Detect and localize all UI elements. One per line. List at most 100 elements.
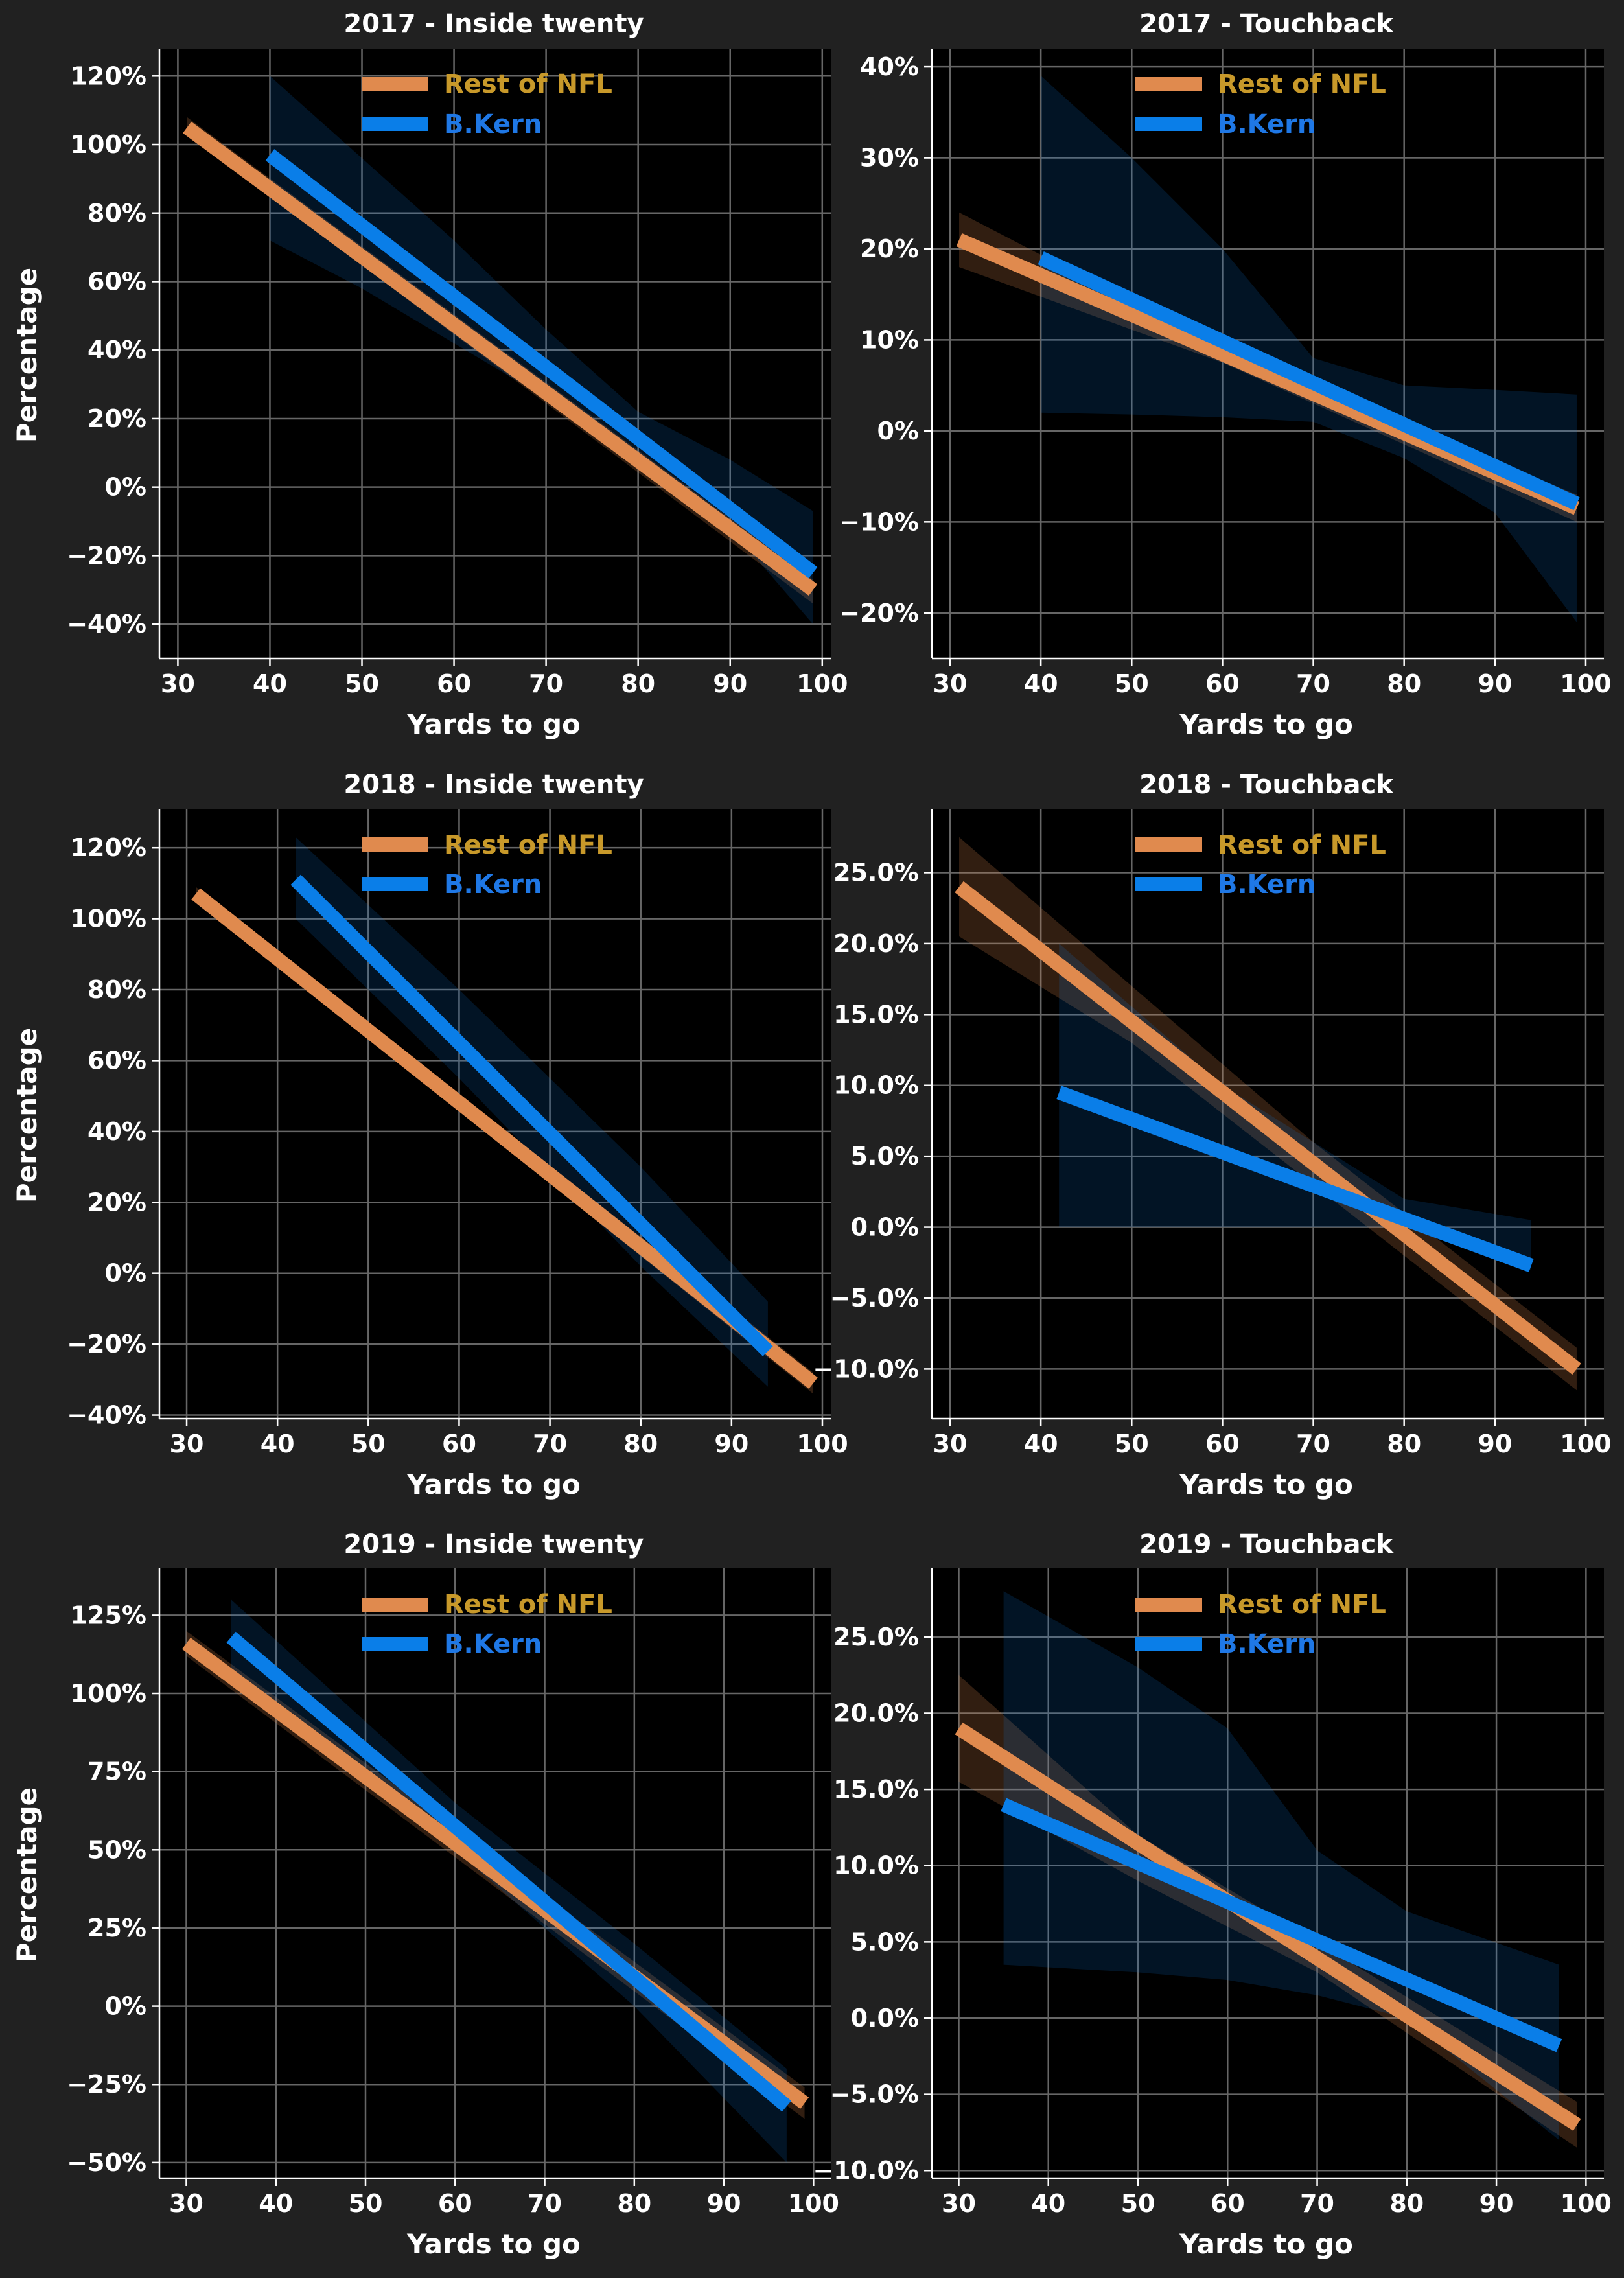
- plot-area: 30 40 50 60 70 80 90 100 −40% −20% 0% 20% 40% 60% 80% 1…: [67, 49, 848, 698]
- legend-swatch-rest-of-nfl: [362, 77, 428, 91]
- y-tick-label: 25%: [87, 1914, 146, 1942]
- x-axis-label: Yards to go: [1179, 2228, 1353, 2260]
- legend-label-rest-of-nfl: Rest of NFL: [444, 1590, 612, 1620]
- plot-background: [932, 809, 1604, 1419]
- x-tick-label: 40: [1031, 2189, 1065, 2218]
- legend-swatch-b-kern: [1135, 117, 1202, 131]
- y-tick-label: −25%: [67, 2070, 146, 2098]
- x-tick-label: 30: [169, 2189, 203, 2218]
- y-tick-label: 10.0%: [833, 1071, 919, 1100]
- legend-label-b-kern: B.Kern: [1218, 870, 1316, 900]
- y-axis-label: Percentage: [11, 268, 43, 443]
- regression-line-b-kern: [226, 1631, 791, 2112]
- x-tick-label: 70: [1300, 2189, 1334, 2218]
- x-tick-label: 90: [707, 2189, 741, 2218]
- y-tick-label: 60%: [87, 1046, 146, 1075]
- legend-label-b-kern: B.Kern: [1218, 1629, 1316, 1659]
- x-tick-label: 100: [796, 1430, 848, 1458]
- regression-line-rest-of-nfl: [183, 121, 818, 596]
- y-tick-label: 75%: [87, 1758, 146, 1786]
- x-tick-label: 70: [533, 1430, 567, 1458]
- confidence-band-b-kern: [1059, 943, 1531, 1270]
- legend: Rest of NFL B.Kern: [1135, 69, 1386, 139]
- y-tick-label: 20.0%: [833, 1699, 919, 1727]
- y-tick-label: −40%: [67, 610, 146, 638]
- legend-swatch-rest-of-nfl: [362, 1598, 428, 1612]
- x-tick-label: 80: [1387, 1430, 1421, 1458]
- panel-2018-touchback: 30 40 50 60 70 80 90 100 −10.0% −5.0% 0.0% 5.0% 10.0…: [813, 770, 1611, 1500]
- regression-line-b-kern: [1001, 1798, 1562, 2052]
- legend: Rest of NFL B.Kern: [1135, 830, 1386, 900]
- y-tick-label: −20%: [839, 599, 919, 627]
- x-tick-label: 30: [933, 1430, 968, 1458]
- y-tick-label: 100%: [71, 905, 146, 933]
- x-axis-label: Yards to go: [1179, 1469, 1353, 1500]
- x-tick-label: 90: [1479, 2189, 1514, 2218]
- legend-label-rest-of-nfl: Rest of NFL: [1218, 1590, 1386, 1620]
- x-tick-label: 90: [1478, 669, 1512, 698]
- x-tick-label: 80: [1389, 2189, 1424, 2218]
- x-tick-label: 40: [261, 1430, 295, 1458]
- legend-label-b-kern: B.Kern: [444, 870, 542, 900]
- panel-2017-inside-twenty: 30 40 50 60 70 80 90 100 −40% −20% 0% 20% 40% 60% 80% 1…: [11, 9, 848, 740]
- regression-line-b-kern: [1056, 1086, 1534, 1272]
- legend-swatch-rest-of-nfl: [1135, 1598, 1202, 1612]
- x-tick-label: 80: [1387, 669, 1421, 698]
- y-tick-label: −10.0%: [813, 2156, 919, 2185]
- x-tick-label: 60: [1211, 2189, 1245, 2218]
- plot-area: 30 40 50 60 70 80 90 100 −50% −25% 0% 25% 50% 75% 100%…: [67, 1568, 839, 2218]
- y-axis-label: Percentage: [11, 1028, 43, 1203]
- plot-area: 30 40 50 60 70 80 90 100 −40% −20% 0% 20% 40% 60% 80% 1…: [67, 809, 848, 1458]
- legend-swatch-rest-of-nfl: [1135, 77, 1202, 91]
- legend-label-b-kern: B.Kern: [444, 110, 542, 139]
- legend-label-rest-of-nfl: Rest of NFL: [444, 830, 612, 860]
- chart-title: 2018 - Touchback: [1139, 770, 1394, 800]
- legend-label-rest-of-nfl: Rest of NFL: [1218, 69, 1386, 99]
- y-tick-label: −50%: [67, 2148, 146, 2177]
- panel-2017-touchback: 30 40 50 60 70 80 90 100−20%−10%0%10%20%30%40% …: [839, 9, 1611, 740]
- x-tick-label: 100: [1560, 669, 1611, 698]
- y-tick-label: 20%: [87, 404, 146, 433]
- x-tick-label: 60: [442, 1430, 476, 1458]
- x-tick-label: 90: [1478, 1430, 1512, 1458]
- x-tick-label: 60: [1205, 1430, 1240, 1458]
- y-axis-label: Percentage: [11, 1787, 43, 1962]
- y-tick-label: 120%: [71, 833, 146, 862]
- panel-2019-touchback: 30 40 50 60 70 80 90 100 −10.0% −5.0% 0.0% 5.0% 10.0…: [813, 1529, 1612, 2260]
- x-tick-label: 50: [1121, 2189, 1155, 2218]
- legend-swatch-rest-of-nfl: [1135, 837, 1202, 852]
- legend: Rest of NFL B.Kern: [362, 830, 612, 900]
- chart-title: 2019 - Inside twenty: [343, 1529, 644, 1559]
- confidence-band-b-kern: [1041, 76, 1577, 622]
- plot-area: 30 40 50 60 70 80 90 100 −10.0% −5.0% 0.0% 5.0% 10.0…: [813, 1568, 1612, 2218]
- x-tick-label: 60: [1205, 669, 1240, 698]
- x-tick-label: 50: [345, 669, 379, 698]
- panel-2019-inside-twenty: 30 40 50 60 70 80 90 100 −50% −25% 0% 25% 50% 75% 100%…: [11, 1529, 839, 2260]
- y-tick-label: 0%: [877, 417, 919, 445]
- y-tick-label: 10%: [860, 325, 919, 354]
- y-tick-label: 15.0%: [833, 1775, 919, 1804]
- chart-title: 2019 - Touchback: [1139, 1529, 1394, 1559]
- y-tick-label: 80%: [87, 975, 146, 1004]
- y-tick-label: 0%: [104, 1992, 146, 2021]
- regression-line-b-kern: [290, 874, 773, 1356]
- legend-swatch-rest-of-nfl: [362, 837, 428, 852]
- y-tick-label: 0.0%: [851, 2004, 919, 2032]
- y-tick-label: 5.0%: [851, 1142, 919, 1170]
- x-axis-label: Yards to go: [406, 708, 581, 740]
- legend-label-rest-of-nfl: Rest of NFL: [444, 69, 612, 99]
- x-tick-label: 60: [438, 2189, 472, 2218]
- y-tick-label: −5.0%: [830, 2080, 919, 2109]
- x-tick-label: 30: [933, 669, 968, 698]
- x-tick-label: 100: [1560, 2189, 1612, 2218]
- y-tick-label: 25.0%: [833, 858, 919, 887]
- legend-swatch-b-kern: [1135, 1637, 1202, 1651]
- y-tick-label: 0.0%: [851, 1213, 919, 1242]
- regression-line-b-kern: [1038, 251, 1580, 511]
- y-tick-label: 30%: [860, 144, 919, 172]
- plot-area: 30 40 50 60 70 80 90 100 −10.0% −5.0% 0.0% 5.0% 10.0…: [813, 809, 1612, 1458]
- confidence-band-b-kern: [1003, 1591, 1559, 2141]
- x-tick-label: 70: [528, 2189, 562, 2218]
- y-tick-label: 20%: [860, 235, 919, 263]
